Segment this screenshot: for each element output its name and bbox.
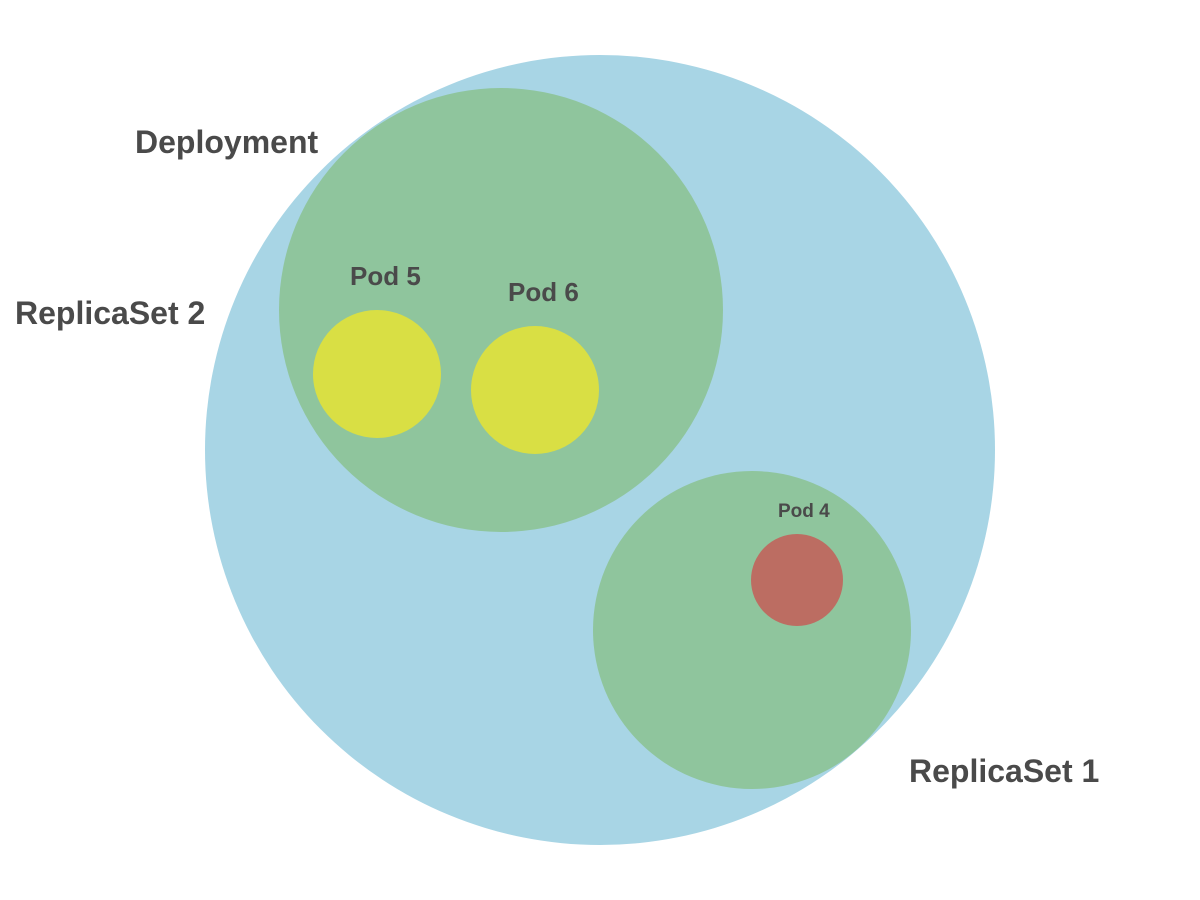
- replicaset-1-label: ReplicaSet 1: [909, 753, 1099, 789]
- pod-5-circle: [313, 310, 441, 438]
- pod-6-circle: [471, 326, 599, 454]
- pod-6-label: Pod 6: [508, 277, 579, 307]
- replicaset-1-circle: [593, 471, 911, 789]
- deployment-label: Deployment: [135, 124, 318, 160]
- replicaset-2-label: ReplicaSet 2: [15, 295, 205, 331]
- replicaset-2-circle: [279, 88, 723, 532]
- pod-4-circle: [751, 534, 843, 626]
- pod-4-label: Pod 4: [778, 501, 830, 522]
- pod-5-label: Pod 5: [350, 261, 421, 291]
